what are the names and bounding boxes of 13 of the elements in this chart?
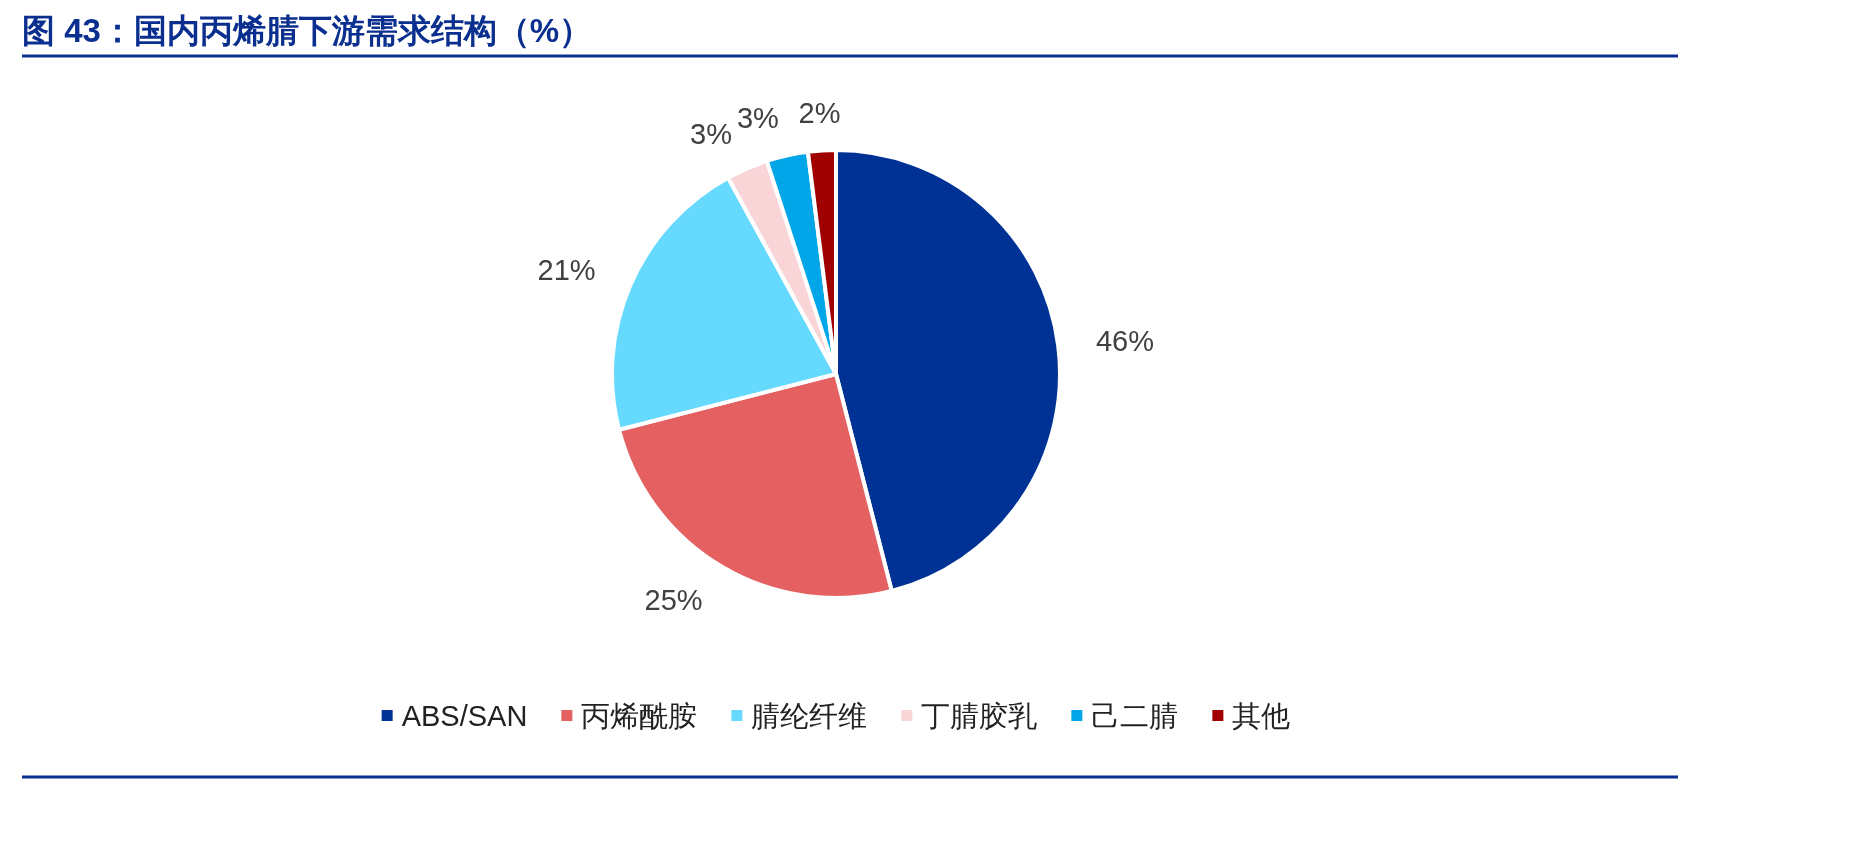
data-label: 25% xyxy=(644,583,703,616)
data-label: 3% xyxy=(736,102,779,135)
data-label: 2% xyxy=(798,96,841,129)
legend-label: 其他 xyxy=(1232,700,1291,732)
legend-label: ABS/SAN xyxy=(401,700,528,732)
data-label: 21% xyxy=(537,253,596,286)
legend-label: 丁腈胶乳 xyxy=(921,700,1038,732)
data-label: 3% xyxy=(690,117,732,150)
legend-label: 己二腈 xyxy=(1091,700,1179,732)
chart-title: 图 43：国内丙烯腈下游需求结构（%） xyxy=(22,12,593,49)
data-label: 46% xyxy=(1095,325,1154,358)
legend-label: 腈纶纤维 xyxy=(751,700,868,732)
legend-label: 丙烯酰胺 xyxy=(581,700,698,732)
